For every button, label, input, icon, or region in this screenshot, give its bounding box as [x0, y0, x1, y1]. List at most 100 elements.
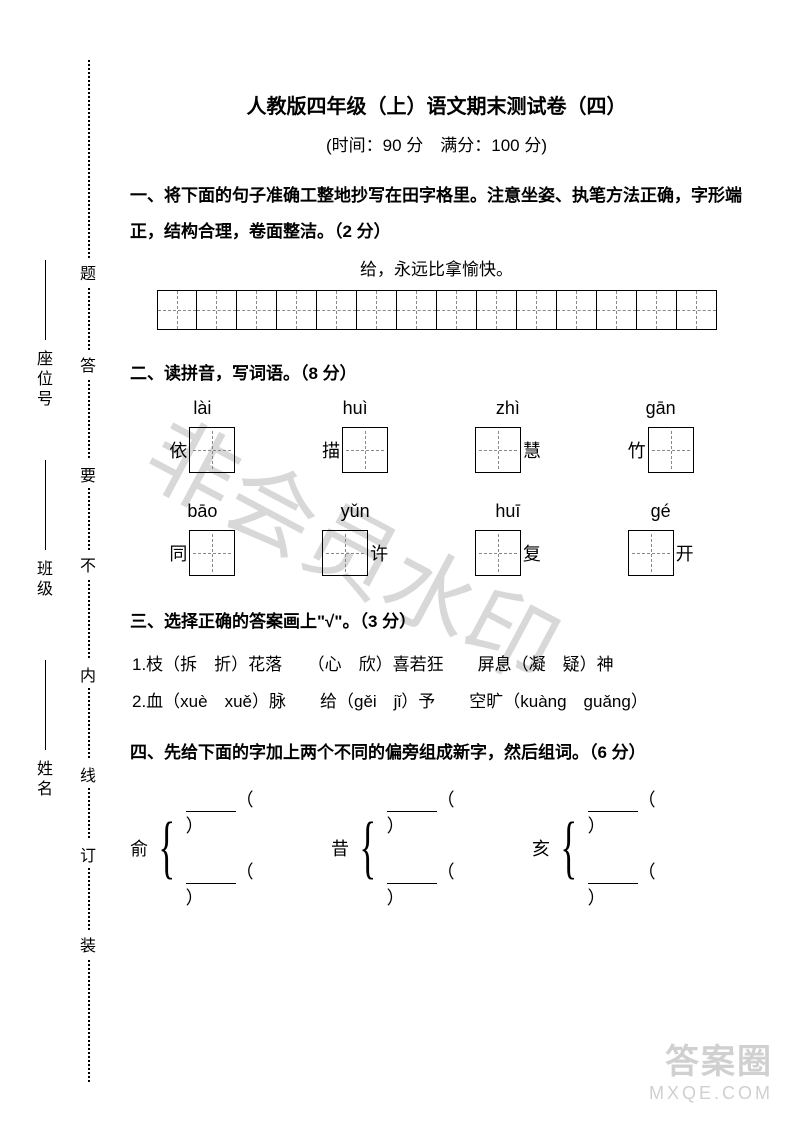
tian-cell[interactable] [357, 290, 397, 330]
pinyin-item: lài 依 [130, 398, 275, 473]
q3-heading: 三、选择正确的答案画上"√"。（3 分） [130, 604, 743, 640]
tian-box[interactable] [322, 530, 368, 576]
seat-number-field[interactable] [32, 260, 46, 340]
binding-char: 线 [80, 760, 96, 788]
q4-lines: （） （） [387, 786, 532, 910]
char-box-wrap: 描 [283, 427, 428, 473]
binding-char: 订 [80, 840, 96, 868]
q4-heading: 四、先给下面的字加上两个不同的偏旁组成新字，然后组词。（6 分） [130, 735, 743, 771]
fixed-char: 同 [169, 540, 187, 566]
char-box-wrap: 许 [283, 530, 428, 576]
tian-box[interactable] [648, 427, 694, 473]
fixed-char: 开 [676, 540, 694, 566]
fixed-char: 复 [523, 540, 541, 566]
page-title: 人教版四年级（上）语文期末测试卷（四） [130, 90, 743, 119]
tian-box[interactable] [342, 427, 388, 473]
q4-line[interactable]: （） [186, 858, 331, 910]
brace-icon: { [560, 813, 577, 883]
seat-number-label: 座位号 [30, 350, 54, 410]
binding-char: 装 [80, 930, 96, 958]
base-char: 亥 [532, 835, 550, 861]
char-box-wrap: 同 [130, 530, 275, 576]
q3-line: 1.枝（拆 折）花落 （心 欣）喜若狂 屏息（凝 疑）神 [130, 646, 743, 683]
tian-box[interactable] [475, 427, 521, 473]
pinyin-item: huī 复 [436, 501, 581, 576]
fixed-char: 竹 [628, 437, 646, 463]
q4-line[interactable]: （） [387, 786, 532, 838]
tian-cell[interactable] [557, 290, 597, 330]
q1-heading: 一、将下面的句子准确工整地抄写在田字格里。注意坐姿、执笔方法正确，字形端正，结构… [130, 178, 743, 249]
binding-char: 要 [80, 460, 96, 488]
fixed-char: 描 [322, 437, 340, 463]
main-content: 人教版四年级（上）语文期末测试卷（四） (时间：90 分 满分：100 分) 一… [130, 90, 743, 910]
q2-heading: 二、读拼音，写词语。（8 分） [130, 356, 743, 392]
watermark-bottom-text: 答案圈 [649, 1034, 773, 1083]
char-box-wrap: 开 [588, 530, 733, 576]
q2-rows: lài 依 huì 描 zhì 慧 gān 竹 bāo 同 yǔn 许 huī 复 gé 开 [130, 398, 743, 576]
pinyin-row: lài 依 huì 描 zhì 慧 gān 竹 [130, 398, 743, 473]
tian-box[interactable] [475, 530, 521, 576]
tian-box[interactable] [189, 427, 235, 473]
char-box-wrap: 复 [436, 530, 581, 576]
q4-row: 俞{（）（）昔{（）（）亥{（）（） [130, 776, 743, 910]
pinyin-label: gé [588, 501, 733, 522]
watermark-bottom-url: MXQE.COM [649, 1083, 773, 1104]
tian-cell[interactable] [637, 290, 677, 330]
q4-group: 亥 {（） （） [532, 786, 733, 910]
q4-line[interactable]: （） [588, 858, 733, 910]
q4-line[interactable]: （） [387, 858, 532, 910]
pinyin-item: zhì 慧 [436, 398, 581, 473]
watermark-bottom: 答案圈 MXQE.COM [649, 1034, 773, 1104]
tian-cell[interactable] [237, 290, 277, 330]
base-char: 昔 [331, 835, 349, 861]
q4-line[interactable]: （） [186, 786, 331, 838]
pinyin-item: bāo 同 [130, 501, 275, 576]
brace-icon: { [359, 813, 376, 883]
tian-box[interactable] [628, 530, 674, 576]
tian-cell[interactable] [397, 290, 437, 330]
pinyin-item: yǔn 许 [283, 501, 428, 576]
pinyin-label: zhì [436, 398, 581, 419]
fixed-char: 许 [370, 540, 388, 566]
pinyin-label: yǔn [283, 501, 428, 522]
tian-cell[interactable] [517, 290, 557, 330]
tian-cell[interactable] [597, 290, 637, 330]
tian-cell[interactable] [317, 290, 357, 330]
pinyin-label: bāo [130, 501, 275, 522]
q4-group: 俞 {（） （） [130, 786, 331, 910]
q4-line[interactable]: （） [588, 786, 733, 838]
class-field[interactable] [32, 460, 46, 550]
base-char: 俞 [130, 835, 148, 861]
pinyin-item: gé 开 [588, 501, 733, 576]
class-label: 班级 [30, 560, 54, 600]
binding-char: 题 [80, 258, 96, 286]
q3-line: 2.血（xuè xuě）脉 给（gěi jǐ）予 空旷（kuàng guǎng） [130, 683, 743, 720]
q1-grid[interactable] [130, 290, 743, 330]
name-label: 姓名 [30, 760, 54, 800]
brace-icon: { [158, 813, 175, 883]
binding-margin: 题 答 要 不 内 线 订 装 [68, 60, 108, 1082]
tian-cell[interactable] [157, 290, 197, 330]
pinyin-item: gān 竹 [588, 398, 733, 473]
pinyin-item: huì 描 [283, 398, 428, 473]
char-box-wrap: 竹 [588, 427, 733, 473]
fixed-char: 依 [169, 437, 187, 463]
page-subtitle: (时间：90 分 满分：100 分) [130, 131, 743, 156]
pinyin-label: lài [130, 398, 275, 419]
pinyin-label: huī [436, 501, 581, 522]
tian-cell[interactable] [197, 290, 237, 330]
tian-cell[interactable] [677, 290, 717, 330]
pinyin-label: gān [588, 398, 733, 419]
tian-cell[interactable] [277, 290, 317, 330]
binding-char: 答 [80, 350, 96, 378]
char-box-wrap: 慧 [436, 427, 581, 473]
q4-lines: （） （） [588, 786, 733, 910]
binding-char: 内 [80, 660, 96, 688]
name-field[interactable] [32, 660, 46, 750]
tian-cell[interactable] [437, 290, 477, 330]
pinyin-row: bāo 同 yǔn 许 huī 复 gé 开 [130, 501, 743, 576]
pinyin-label: huì [283, 398, 428, 419]
tian-cell[interactable] [477, 290, 517, 330]
q4-group: 昔 {（） （） [331, 786, 532, 910]
tian-box[interactable] [189, 530, 235, 576]
